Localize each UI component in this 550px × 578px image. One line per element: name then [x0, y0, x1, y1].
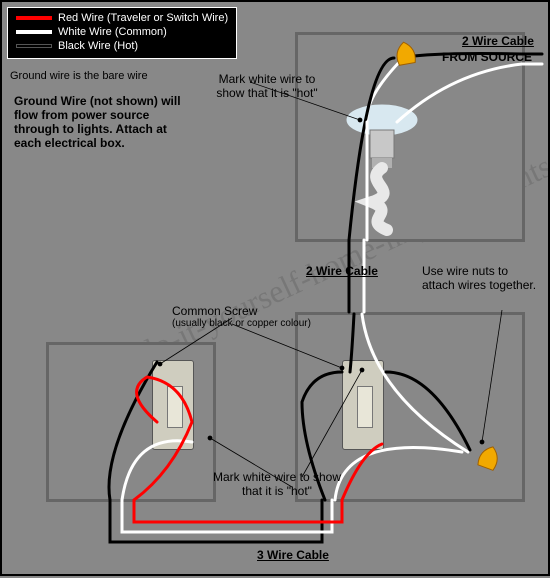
- common-screw-label: Common Screw: [172, 304, 257, 318]
- legend-swatch-black: [16, 44, 52, 48]
- legend-label: Red Wire (Traveler or Switch Wire): [58, 12, 228, 24]
- wire-3wire-red: [134, 500, 342, 522]
- mark-white-bottom-label: Mark white wire to show that it is "hot": [212, 470, 342, 498]
- mark-white-top-label: Mark white wire to show that it is "hot": [212, 72, 322, 100]
- use-wire-nuts-label: Use wire nuts to attach wires together.: [422, 264, 540, 292]
- legend-swatch-white: [16, 30, 52, 34]
- legend-row-red: Red Wire (Traveler or Switch Wire): [16, 12, 228, 24]
- three-wire-cable-label: 3 Wire Cable: [257, 548, 329, 562]
- legend-label: Black Wire (Hot): [58, 40, 138, 52]
- legend-label: White Wire (Common): [58, 26, 167, 38]
- two-wire-cable-top-label: 2 Wire Cable: [462, 34, 534, 48]
- ground-warning-note: Ground Wire (not shown) will flow from p…: [14, 94, 194, 150]
- light-bulb: [342, 102, 422, 247]
- wire-nut-top: [389, 38, 422, 75]
- wire-3wire-white: [122, 500, 332, 532]
- legend-swatch-red: [16, 16, 52, 20]
- legend: Red Wire (Traveler or Switch Wire) White…: [7, 7, 237, 59]
- two-wire-cable-mid-label: 2 Wire Cable: [306, 264, 378, 278]
- common-screw-detail-label: (usually black or copper colour): [172, 318, 311, 329]
- wiring-diagram: Red Wire (Traveler or Switch Wire) White…: [0, 0, 550, 576]
- from-source-label: FROM SOURCE: [442, 50, 532, 64]
- legend-row-black: Black Wire (Hot): [16, 40, 228, 52]
- wire-3wire-black: [110, 500, 322, 542]
- three-way-switch-right: [342, 360, 384, 450]
- ground-bare-note: Ground wire is the bare wire: [10, 70, 148, 82]
- legend-row-white: White Wire (Common): [16, 26, 228, 38]
- three-way-switch-left: [152, 360, 194, 450]
